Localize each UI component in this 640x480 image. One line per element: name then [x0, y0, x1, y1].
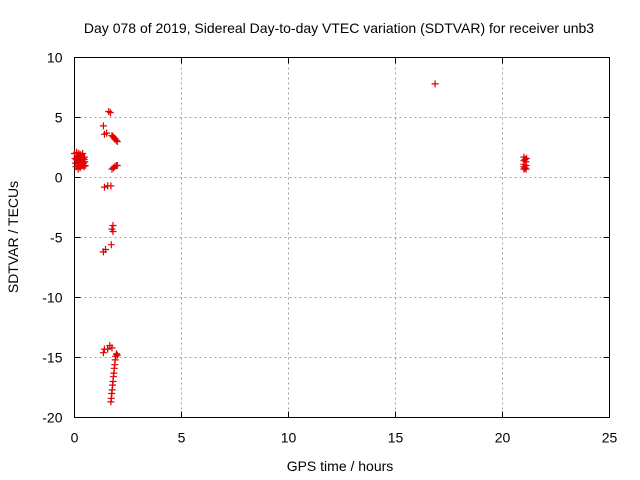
data-point — [113, 138, 121, 145]
data-point — [107, 241, 115, 249]
data-point — [104, 345, 112, 353]
x-tick-label: 0 — [71, 430, 79, 446]
x-tick-label: 5 — [178, 430, 186, 446]
data-point — [78, 162, 86, 169]
y-tick-label: 0 — [55, 170, 63, 186]
y-tick-label: 10 — [47, 50, 63, 66]
data-point — [522, 154, 530, 162]
plot-frame — [74, 57, 610, 418]
chart-title: Day 078 of 2019, Sidereal Day-to-day VTE… — [84, 20, 594, 36]
data-point — [431, 80, 439, 88]
y-tick-label: 5 — [55, 110, 63, 126]
data-point — [76, 154, 84, 162]
y-tick-label: -20 — [42, 410, 62, 426]
data-point — [105, 108, 113, 115]
data-point — [112, 136, 120, 144]
y-tick-label: -5 — [50, 230, 63, 246]
x-tick-label: 10 — [281, 430, 297, 446]
x-tick-label: 25 — [602, 430, 618, 446]
y-tick-label: -15 — [42, 350, 62, 366]
data-point — [112, 350, 120, 358]
x-axis-label: GPS time / hours — [287, 458, 394, 474]
data-point — [72, 156, 80, 163]
data-point — [106, 109, 114, 117]
x-tick-label: 15 — [388, 430, 404, 446]
data-point — [99, 349, 107, 357]
y-tick-label: -10 — [42, 290, 62, 306]
data-points — [71, 80, 530, 406]
data-point — [107, 182, 115, 190]
data-point — [102, 246, 110, 253]
data-point — [108, 344, 116, 352]
data-point — [113, 351, 121, 359]
data-point — [109, 222, 117, 229]
tick-labels: 0 5 10 15 20 25 -20 -15 -10 -5 0 5 10 — [42, 50, 617, 446]
data-point — [99, 122, 107, 130]
x-tick-label: 20 — [495, 430, 511, 446]
data-point — [80, 163, 88, 171]
data-point — [80, 156, 88, 163]
data-point — [100, 183, 108, 191]
data-point — [113, 162, 121, 169]
data-point — [522, 165, 530, 173]
grid-lines — [74, 57, 610, 418]
data-point — [103, 129, 111, 137]
data-point — [109, 228, 117, 235]
y-axis-label: SDTVAR / TECUs — [5, 181, 21, 293]
data-point — [74, 159, 82, 167]
